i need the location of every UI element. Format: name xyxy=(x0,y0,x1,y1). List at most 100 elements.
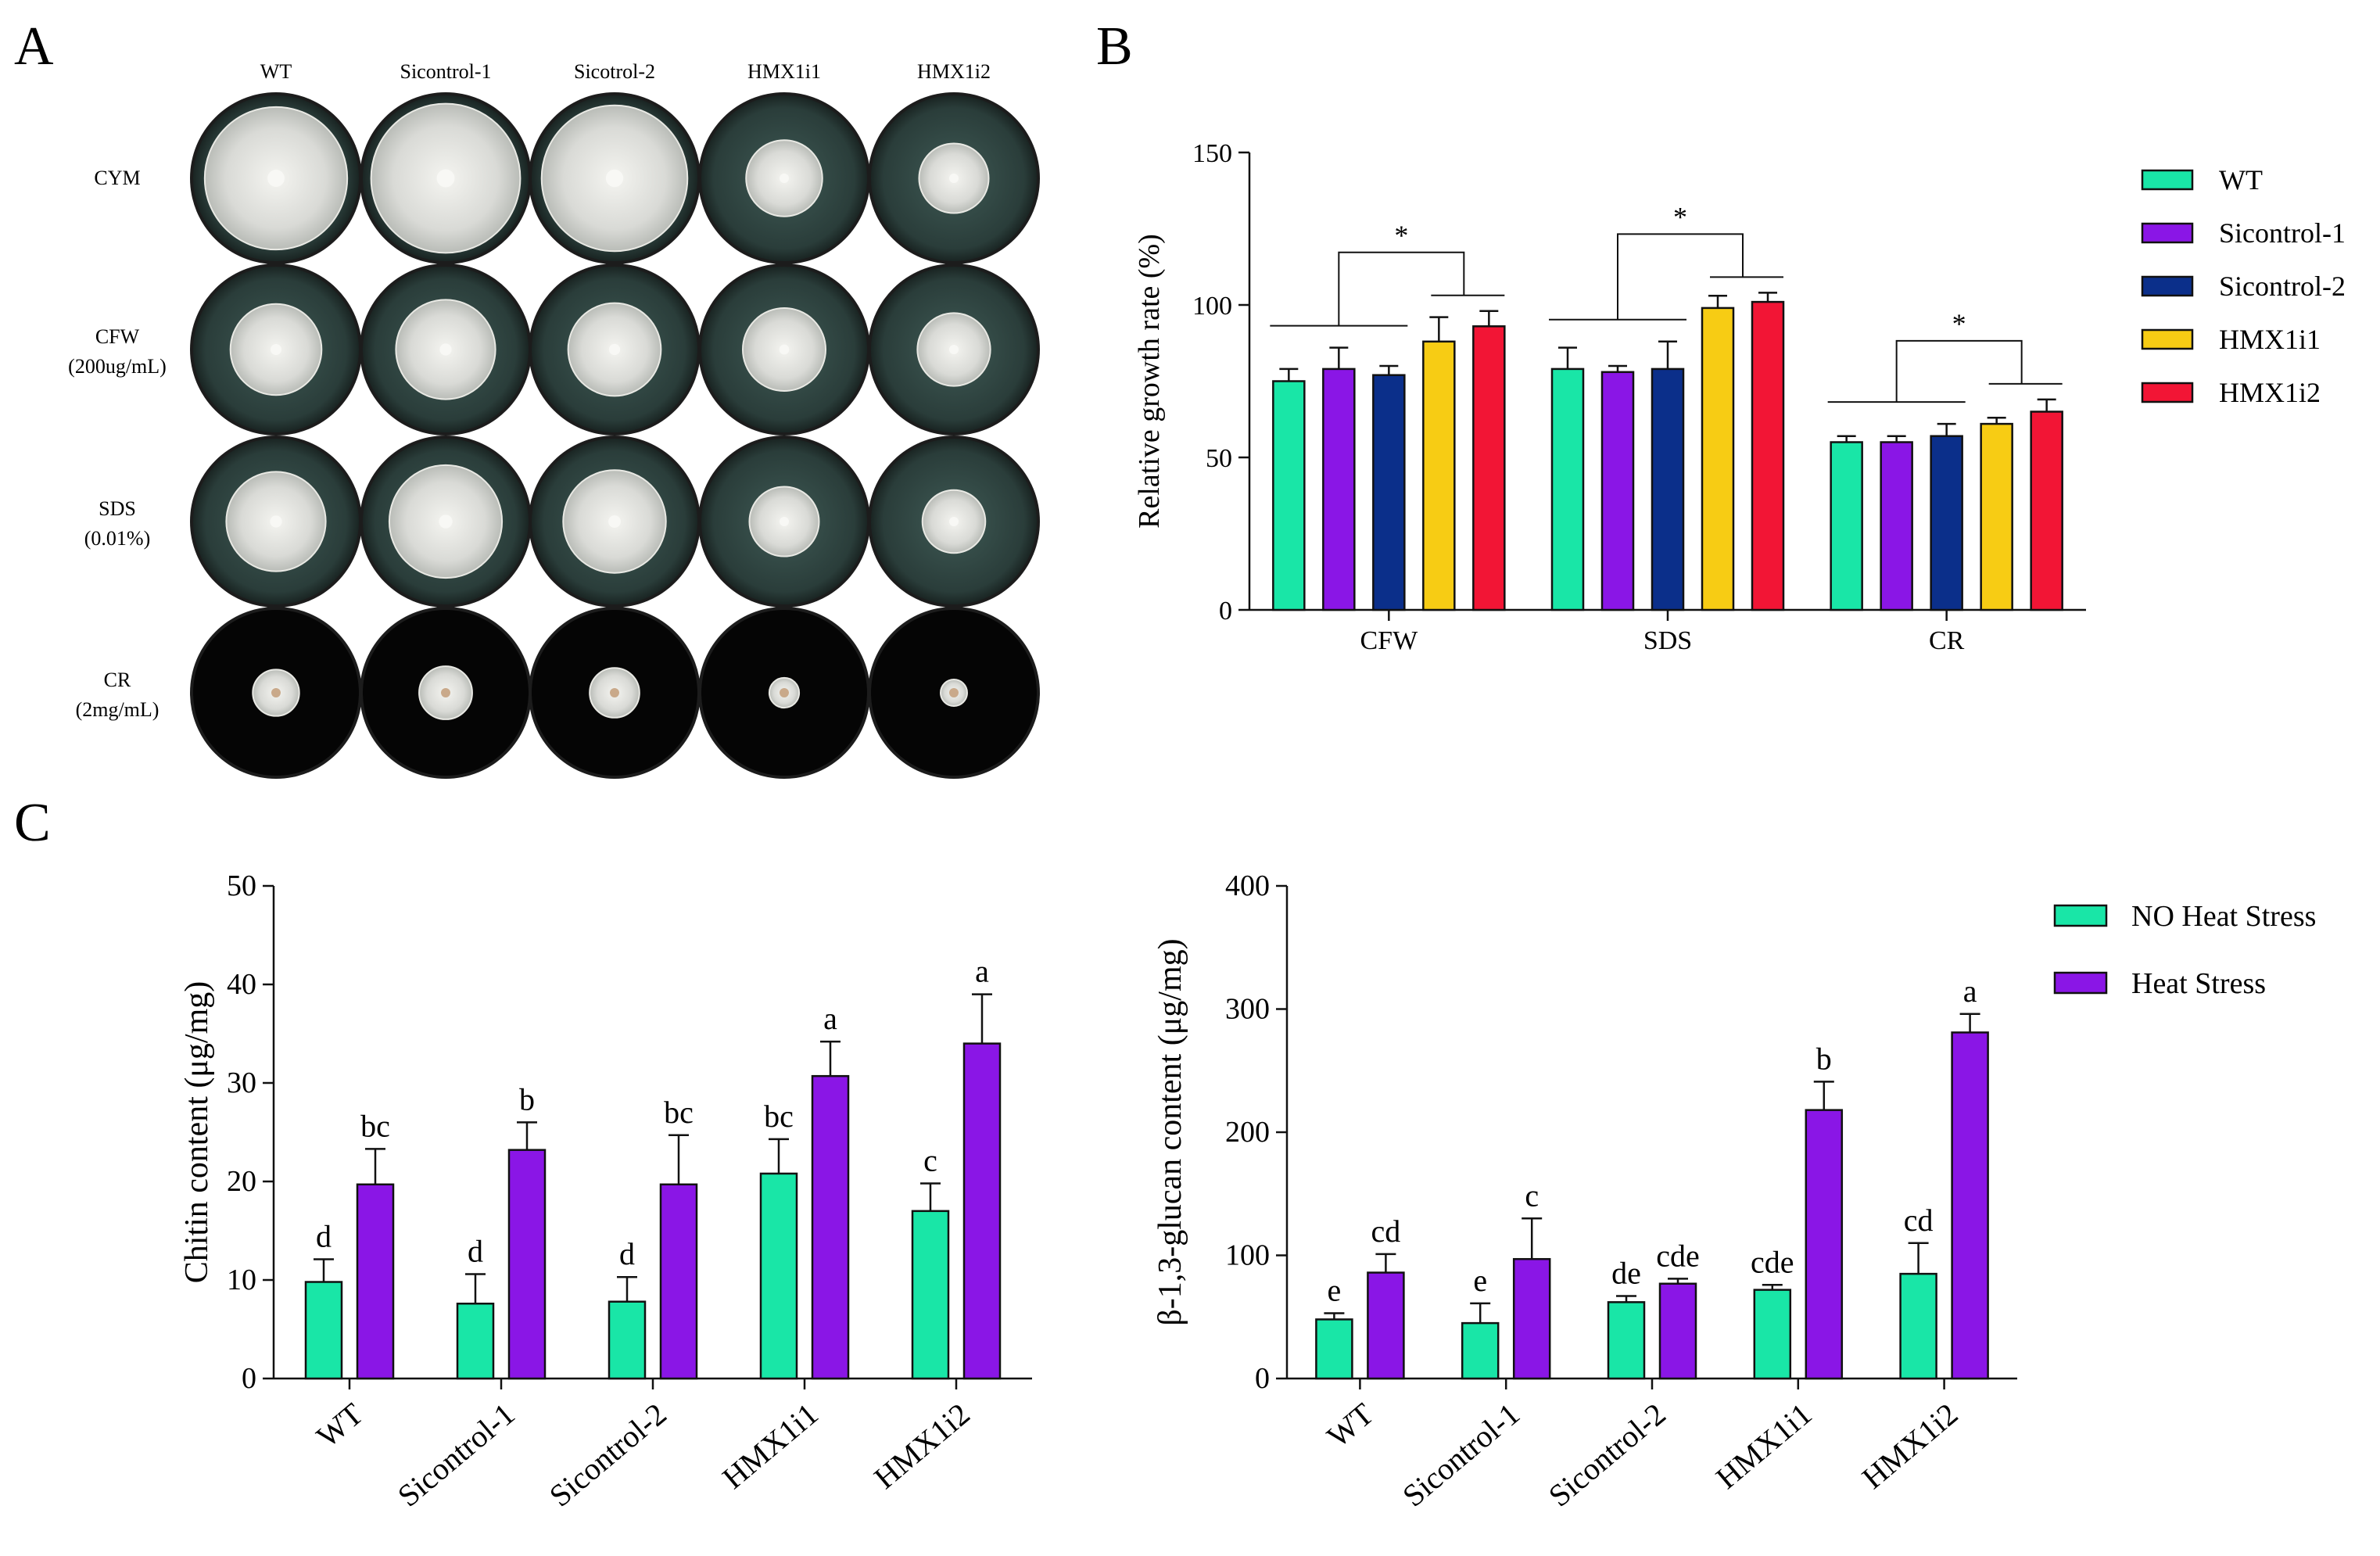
inoculum-plug xyxy=(271,688,281,697)
significance-letter: d xyxy=(468,1233,483,1268)
legend-swatch xyxy=(2141,328,2194,350)
x-tick-label: WT xyxy=(1321,1396,1381,1454)
significance-letter: a xyxy=(975,954,989,989)
bar xyxy=(1367,1271,1405,1380)
x-tick-label: HMX1i2 xyxy=(1855,1396,1965,1495)
bar xyxy=(1880,441,1913,611)
bracket-connector xyxy=(1895,339,2023,403)
significance-letter: c xyxy=(1525,1178,1539,1213)
plate-column-label: Sicotrol-2 xyxy=(574,60,655,83)
x-tick-label: CR xyxy=(1929,626,1965,655)
y-tick-label: 400 xyxy=(1225,869,1270,902)
significance-star: * xyxy=(1394,220,1408,251)
plate-row-sublabel: (200ug/mL) xyxy=(68,355,167,378)
y-tick-label: 100 xyxy=(1225,1239,1270,1272)
panel-c-glucan-chart: 0 100 200 300 400 β-1,3-glucan content (μg/mg… xyxy=(1152,869,2316,1514)
plate-row-label: CR xyxy=(104,669,131,691)
inoculum-plug xyxy=(436,169,455,188)
bar xyxy=(659,1183,698,1380)
x-tick-label: Sicontrol-2 xyxy=(1542,1396,1672,1513)
legend-swatch xyxy=(2053,971,2108,995)
x-tick-label: Sicontrol-2 xyxy=(543,1396,673,1513)
y-tick-label: 50 xyxy=(1206,444,1232,473)
y-axis-title: Relative growth rate (%) xyxy=(1133,234,1166,529)
bar xyxy=(1805,1109,1844,1380)
x-tick-label: WT xyxy=(310,1396,370,1454)
bar xyxy=(962,1042,1002,1380)
y-tick-label: 20 xyxy=(227,1165,256,1198)
significance-letter: a xyxy=(823,1001,837,1036)
bar xyxy=(1422,340,1456,611)
legend-swatch xyxy=(2141,382,2194,403)
plate-row-label: CYM xyxy=(94,167,140,189)
significance-letter: de xyxy=(1611,1255,1641,1290)
inoculum-plug xyxy=(779,344,790,355)
bar xyxy=(1751,300,1785,611)
bar xyxy=(759,1172,798,1380)
significance-letter: b xyxy=(519,1081,535,1117)
x-tick-label: HMX1i2 xyxy=(867,1396,977,1495)
significance-letter: bc xyxy=(764,1099,794,1134)
plate-row-label: CFW xyxy=(95,325,140,348)
significance-letter: cd xyxy=(1904,1203,1934,1238)
bar xyxy=(304,1281,343,1380)
inoculum-plug xyxy=(780,174,789,183)
bar xyxy=(507,1149,547,1380)
significance-letter: bc xyxy=(360,1108,390,1143)
panel-b-chart: 0 50 100 150 Relative growth rate (%) CFW SDS C… xyxy=(1133,139,2346,655)
significance-letter: bc xyxy=(664,1095,694,1130)
inoculum-plug xyxy=(439,514,453,529)
bar xyxy=(1512,1257,1551,1380)
legend-label: Sicontrol-1 xyxy=(2219,217,2346,249)
plate-row-sublabel: (0.01%) xyxy=(84,527,150,550)
panel-label-c: C xyxy=(14,793,51,853)
legend-label: Heat Stress xyxy=(2131,967,2266,1000)
inoculum-plug xyxy=(441,688,450,697)
bar xyxy=(456,1302,495,1380)
bar xyxy=(911,1210,950,1380)
inoculum-plug xyxy=(949,517,959,526)
x-tick-label: HMX1i1 xyxy=(1709,1396,1819,1495)
legend-label: Sicontrol-2 xyxy=(2219,271,2346,302)
plate-column-label: HMX1i1 xyxy=(747,60,821,83)
y-tick-label: 10 xyxy=(227,1264,256,1296)
inoculum-plug xyxy=(271,344,281,355)
bar xyxy=(811,1074,850,1380)
y-tick-label: 300 xyxy=(1225,993,1270,1026)
bar xyxy=(1272,380,1306,611)
bar xyxy=(1322,367,1356,611)
inoculum-plug xyxy=(439,343,452,356)
y-tick-label: 30 xyxy=(227,1067,256,1099)
bar xyxy=(1372,374,1406,611)
y-tick-label: 40 xyxy=(227,968,256,1001)
inoculum-plug xyxy=(949,345,959,354)
bar xyxy=(1753,1289,1792,1380)
legend-swatch xyxy=(2141,275,2194,297)
panel-label-a: A xyxy=(14,16,54,77)
significance-letter: cde xyxy=(1656,1238,1700,1273)
x-tick-label: SDS xyxy=(1643,626,1692,655)
significance-letter: cde xyxy=(1751,1244,1794,1279)
inoculum-plug xyxy=(605,169,624,188)
significance-letter: d xyxy=(619,1236,635,1271)
y-axis-title: β-1,3-glucan content (μg/mg) xyxy=(1152,938,1188,1325)
bar xyxy=(1899,1272,1937,1380)
significance-letter: e xyxy=(1328,1273,1342,1308)
y-tick-label: 0 xyxy=(1219,597,1232,626)
significance-letter: d xyxy=(316,1219,332,1254)
inoculum-plug xyxy=(267,170,285,187)
bar xyxy=(608,1300,647,1380)
x-tick-label: CFW xyxy=(1360,626,1418,655)
bracket-connector xyxy=(1338,251,1465,326)
y-tick-label: 200 xyxy=(1225,1116,1270,1149)
bar xyxy=(1930,435,1963,611)
bar xyxy=(356,1183,395,1380)
bar xyxy=(1701,307,1735,611)
significance-letter: c xyxy=(923,1143,937,1178)
significance-letter: a xyxy=(1963,973,1977,1009)
legend-label: WT xyxy=(2219,164,2263,195)
bar xyxy=(2030,411,2063,611)
bar xyxy=(1461,1321,1500,1380)
panel-a-plates: WT Sicontrol-1 Sicotrol-2 HMX1i1 HMX1i2 CYM CF… xyxy=(68,60,1040,779)
